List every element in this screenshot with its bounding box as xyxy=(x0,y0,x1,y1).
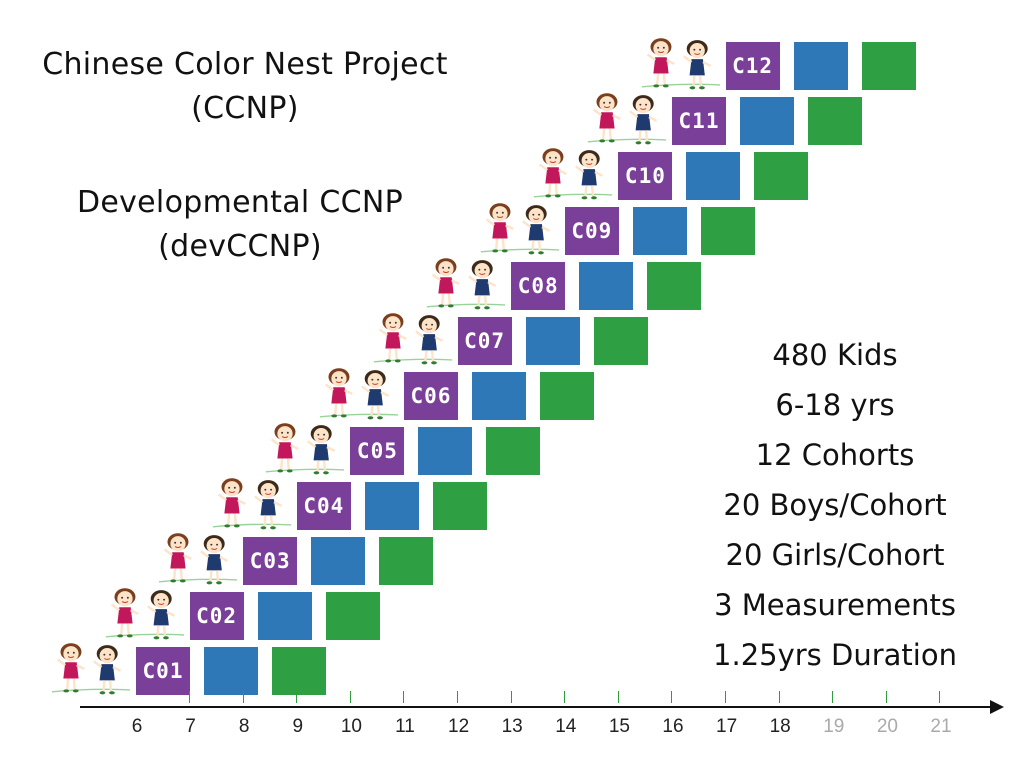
wave3-block xyxy=(700,207,755,255)
wave3-block xyxy=(325,592,380,640)
cohort-label: C03 xyxy=(243,537,298,585)
wave2-block xyxy=(740,97,794,145)
axis-tick-label: 10 xyxy=(340,716,362,737)
project-title-line: Chinese Color Nest Project xyxy=(42,47,448,82)
stat-age-range: 6-18 yrs xyxy=(775,388,895,422)
axis-tick xyxy=(296,691,298,703)
axis-tick xyxy=(671,691,673,703)
cohort-label: C04 xyxy=(296,482,351,530)
axis-tick xyxy=(564,691,566,703)
study-stats: 480 Kids 6-18 yrs 12 Cohorts 20 Boys/Coh… xyxy=(690,330,980,680)
axis-tick xyxy=(885,691,887,703)
kids-illustration-icon xyxy=(640,34,722,92)
cohort-label: C01 xyxy=(136,647,190,695)
cohort-label: C08 xyxy=(511,262,566,310)
wave2-block xyxy=(257,592,312,640)
dev-title-abbrev: (devCCNP) xyxy=(158,229,322,264)
wave3-block xyxy=(593,317,648,365)
wave2-block xyxy=(579,262,634,310)
dev-title: Developmental CCNP (devCCNP) xyxy=(40,181,440,269)
kids-illustration-icon xyxy=(532,144,614,202)
axis-tick-label: 7 xyxy=(185,716,196,737)
project-title: Chinese Color Nest Project (CCNP) xyxy=(20,43,470,131)
axis-arrow-icon xyxy=(990,700,1004,714)
axis-tick-label: 11 xyxy=(395,716,415,737)
kids-illustration-icon xyxy=(318,364,400,422)
wave2-block xyxy=(525,317,580,365)
wave3-block xyxy=(754,152,809,200)
cohort-label: C10 xyxy=(618,152,673,200)
axis-tick-label: 6 xyxy=(131,716,143,737)
wave3-block xyxy=(486,427,541,475)
kids-illustration-icon xyxy=(372,309,454,367)
wave3-block xyxy=(540,372,594,420)
cohort-label: C09 xyxy=(564,207,619,255)
axis-tick xyxy=(349,691,351,703)
axis-tick-label: 20 xyxy=(876,716,898,737)
axis-tick-label: 12 xyxy=(448,716,470,737)
wave3-block xyxy=(432,482,487,530)
project-title-abbrev: (CCNP) xyxy=(191,91,299,126)
axis-tick xyxy=(832,691,834,703)
cohort-label: C12 xyxy=(725,42,780,90)
axis-tick xyxy=(725,691,726,703)
wave3-block xyxy=(379,537,434,585)
axis-tick-label: 14 xyxy=(555,716,577,737)
axis-tick xyxy=(242,691,244,703)
wave3-block xyxy=(808,97,862,145)
axis-tick-label: 19 xyxy=(823,716,845,737)
axis-tick xyxy=(457,691,458,703)
axis-tick xyxy=(403,691,405,703)
kids-illustration-icon xyxy=(264,419,346,477)
cohort-label: C07 xyxy=(457,317,512,365)
axis-tick xyxy=(778,691,780,703)
kids-illustration-icon xyxy=(425,254,507,312)
kids-illustration-icon xyxy=(211,474,293,532)
axis-tick xyxy=(189,691,190,703)
axis-tick-label: 17 xyxy=(716,716,738,737)
wave2-block xyxy=(364,482,419,530)
axis-tick xyxy=(617,691,619,703)
wave3-block xyxy=(647,262,702,310)
cohort-label: C02 xyxy=(189,592,244,640)
stat-boys: 20 Boys/Cohort xyxy=(723,488,947,522)
axis-tick-label: 15 xyxy=(608,716,630,737)
stat-measurements: 3 Measurements xyxy=(714,588,956,622)
wave2-block xyxy=(311,537,366,585)
kids-illustration-icon xyxy=(479,199,561,257)
axis-tick-label: 21 xyxy=(930,716,952,737)
wave3-block xyxy=(861,42,916,90)
wave2-block xyxy=(686,152,741,200)
axis-line xyxy=(80,706,992,708)
stat-cohorts: 12 Cohorts xyxy=(755,438,915,472)
wave3-block xyxy=(272,647,326,695)
axis-tick-label: 8 xyxy=(238,716,250,737)
stat-girls: 20 Girls/Cohort xyxy=(725,538,945,572)
axis-tick xyxy=(939,691,941,703)
cohort-label: C05 xyxy=(350,427,405,475)
wave2-block xyxy=(472,372,526,420)
cohort-label: C06 xyxy=(404,372,458,420)
axis-tick-label: 18 xyxy=(769,716,791,737)
kids-illustration-icon xyxy=(50,639,132,697)
wave2-block xyxy=(793,42,848,90)
axis-tick-label: 16 xyxy=(662,716,684,737)
axis-tick-label: 13 xyxy=(501,716,523,737)
axis-tick xyxy=(510,691,512,703)
kids-illustration-icon xyxy=(586,89,668,147)
cohort-label: C11 xyxy=(672,97,726,145)
stat-duration: 1.25yrs Duration xyxy=(713,638,957,672)
wave2-block xyxy=(204,647,258,695)
axis-tick-label: 9 xyxy=(292,716,304,737)
wave2-block xyxy=(418,427,473,475)
stat-kids: 480 Kids xyxy=(772,338,898,372)
dev-title-line: Developmental CCNP xyxy=(76,185,404,220)
wave2-block xyxy=(632,207,687,255)
kids-illustration-icon xyxy=(157,529,239,587)
kids-illustration-icon xyxy=(104,584,186,642)
